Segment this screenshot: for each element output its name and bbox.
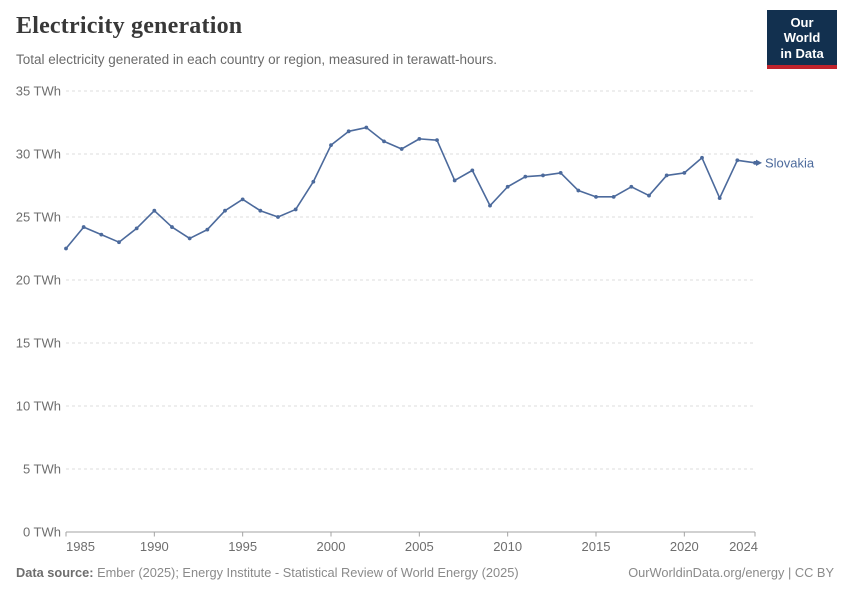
data-source-text: Ember (2025); Energy Institute - Statist… [93, 565, 519, 580]
owid-logo[interactable]: Our World in Data [767, 10, 837, 69]
data-point-marker [647, 193, 651, 198]
y-axis-tick-label: 25 TWh [16, 210, 61, 225]
data-point-marker [117, 240, 121, 245]
data-point-marker [470, 168, 475, 173]
data-point-marker [99, 232, 104, 237]
page-title: Electricity generation [16, 13, 243, 39]
owid-url-license[interactable]: OurWorldinData.org/energy | CC BY [628, 565, 834, 580]
chart-footer: Data source: Ember (2025); Energy Instit… [16, 565, 834, 580]
chart-subtitle: Total electricity generated in each coun… [16, 52, 497, 67]
data-point-marker [523, 174, 528, 179]
data-point-marker [205, 227, 210, 232]
data-point-marker [717, 196, 722, 201]
data-point-marker [258, 208, 263, 213]
data-point-marker [311, 179, 316, 184]
data-point-marker [594, 194, 598, 199]
x-axis-tick-label: 2015 [582, 539, 611, 554]
data-point-marker [81, 225, 86, 229]
x-axis-tick-label: 1985 [66, 539, 95, 554]
data-point-marker [152, 208, 157, 213]
data-point-marker [488, 203, 492, 208]
data-point-marker [558, 171, 563, 175]
y-axis-tick-label: 5 TWh [23, 462, 61, 477]
y-axis-tick-label: 20 TWh [16, 273, 61, 288]
data-point-marker [276, 215, 280, 219]
data-point-marker [452, 178, 457, 183]
data-point-marker [505, 184, 510, 189]
data-point-marker [240, 197, 245, 202]
x-axis-tick-label: 2000 [317, 539, 346, 554]
data-point-marker [399, 147, 404, 151]
y-axis-tick-label: 35 TWh [16, 84, 61, 99]
y-axis-tick-label: 30 TWh [16, 147, 61, 162]
line-slovakia[interactable] [65, 126, 756, 250]
data-point-marker [417, 136, 422, 141]
data-point-marker [346, 129, 351, 134]
y-axis-tick-label: 10 TWh [16, 399, 61, 414]
y-axis-tick-label: 15 TWh [16, 336, 61, 351]
data-point-marker [382, 139, 386, 144]
x-axis-tick-label: 2020 [670, 539, 699, 554]
data-point-marker [541, 173, 545, 178]
data-point-marker [64, 246, 68, 251]
x-axis-tick-label: 1990 [140, 539, 169, 554]
data-point-marker [611, 194, 616, 199]
y-axis-tick-label: 0 TWh [23, 525, 61, 540]
data-source-note: Data source: Ember (2025); Energy Instit… [16, 565, 519, 580]
data-point-marker [435, 138, 439, 143]
data-point-marker [629, 184, 634, 189]
x-axis-tick-label: 2005 [405, 539, 434, 554]
series-label-slovakia[interactable]: Slovakia [765, 155, 815, 170]
data-point-marker [170, 225, 174, 229]
line-end-arrow-icon [756, 159, 762, 167]
x-axis-tick-label: 2024 [729, 539, 758, 554]
data-point-marker [682, 171, 687, 175]
data-point-marker [329, 143, 333, 148]
data-source-label: Data source: [16, 565, 94, 580]
data-point-marker [223, 208, 227, 213]
data-point-marker [753, 160, 757, 165]
data-point-marker [134, 226, 139, 231]
data-point-marker [576, 188, 581, 193]
data-point-marker [735, 158, 740, 163]
owid-logo-line1: Our World [783, 15, 821, 46]
x-axis-tick-label: 2010 [493, 539, 522, 554]
data-point-marker [700, 155, 704, 160]
data-point-marker [187, 236, 192, 241]
owid-logo-line2: in Data [780, 45, 824, 61]
data-point-marker [364, 125, 369, 130]
data-point-marker [293, 207, 298, 212]
x-axis-tick-label: 1995 [228, 539, 257, 554]
data-point-marker [664, 173, 669, 178]
